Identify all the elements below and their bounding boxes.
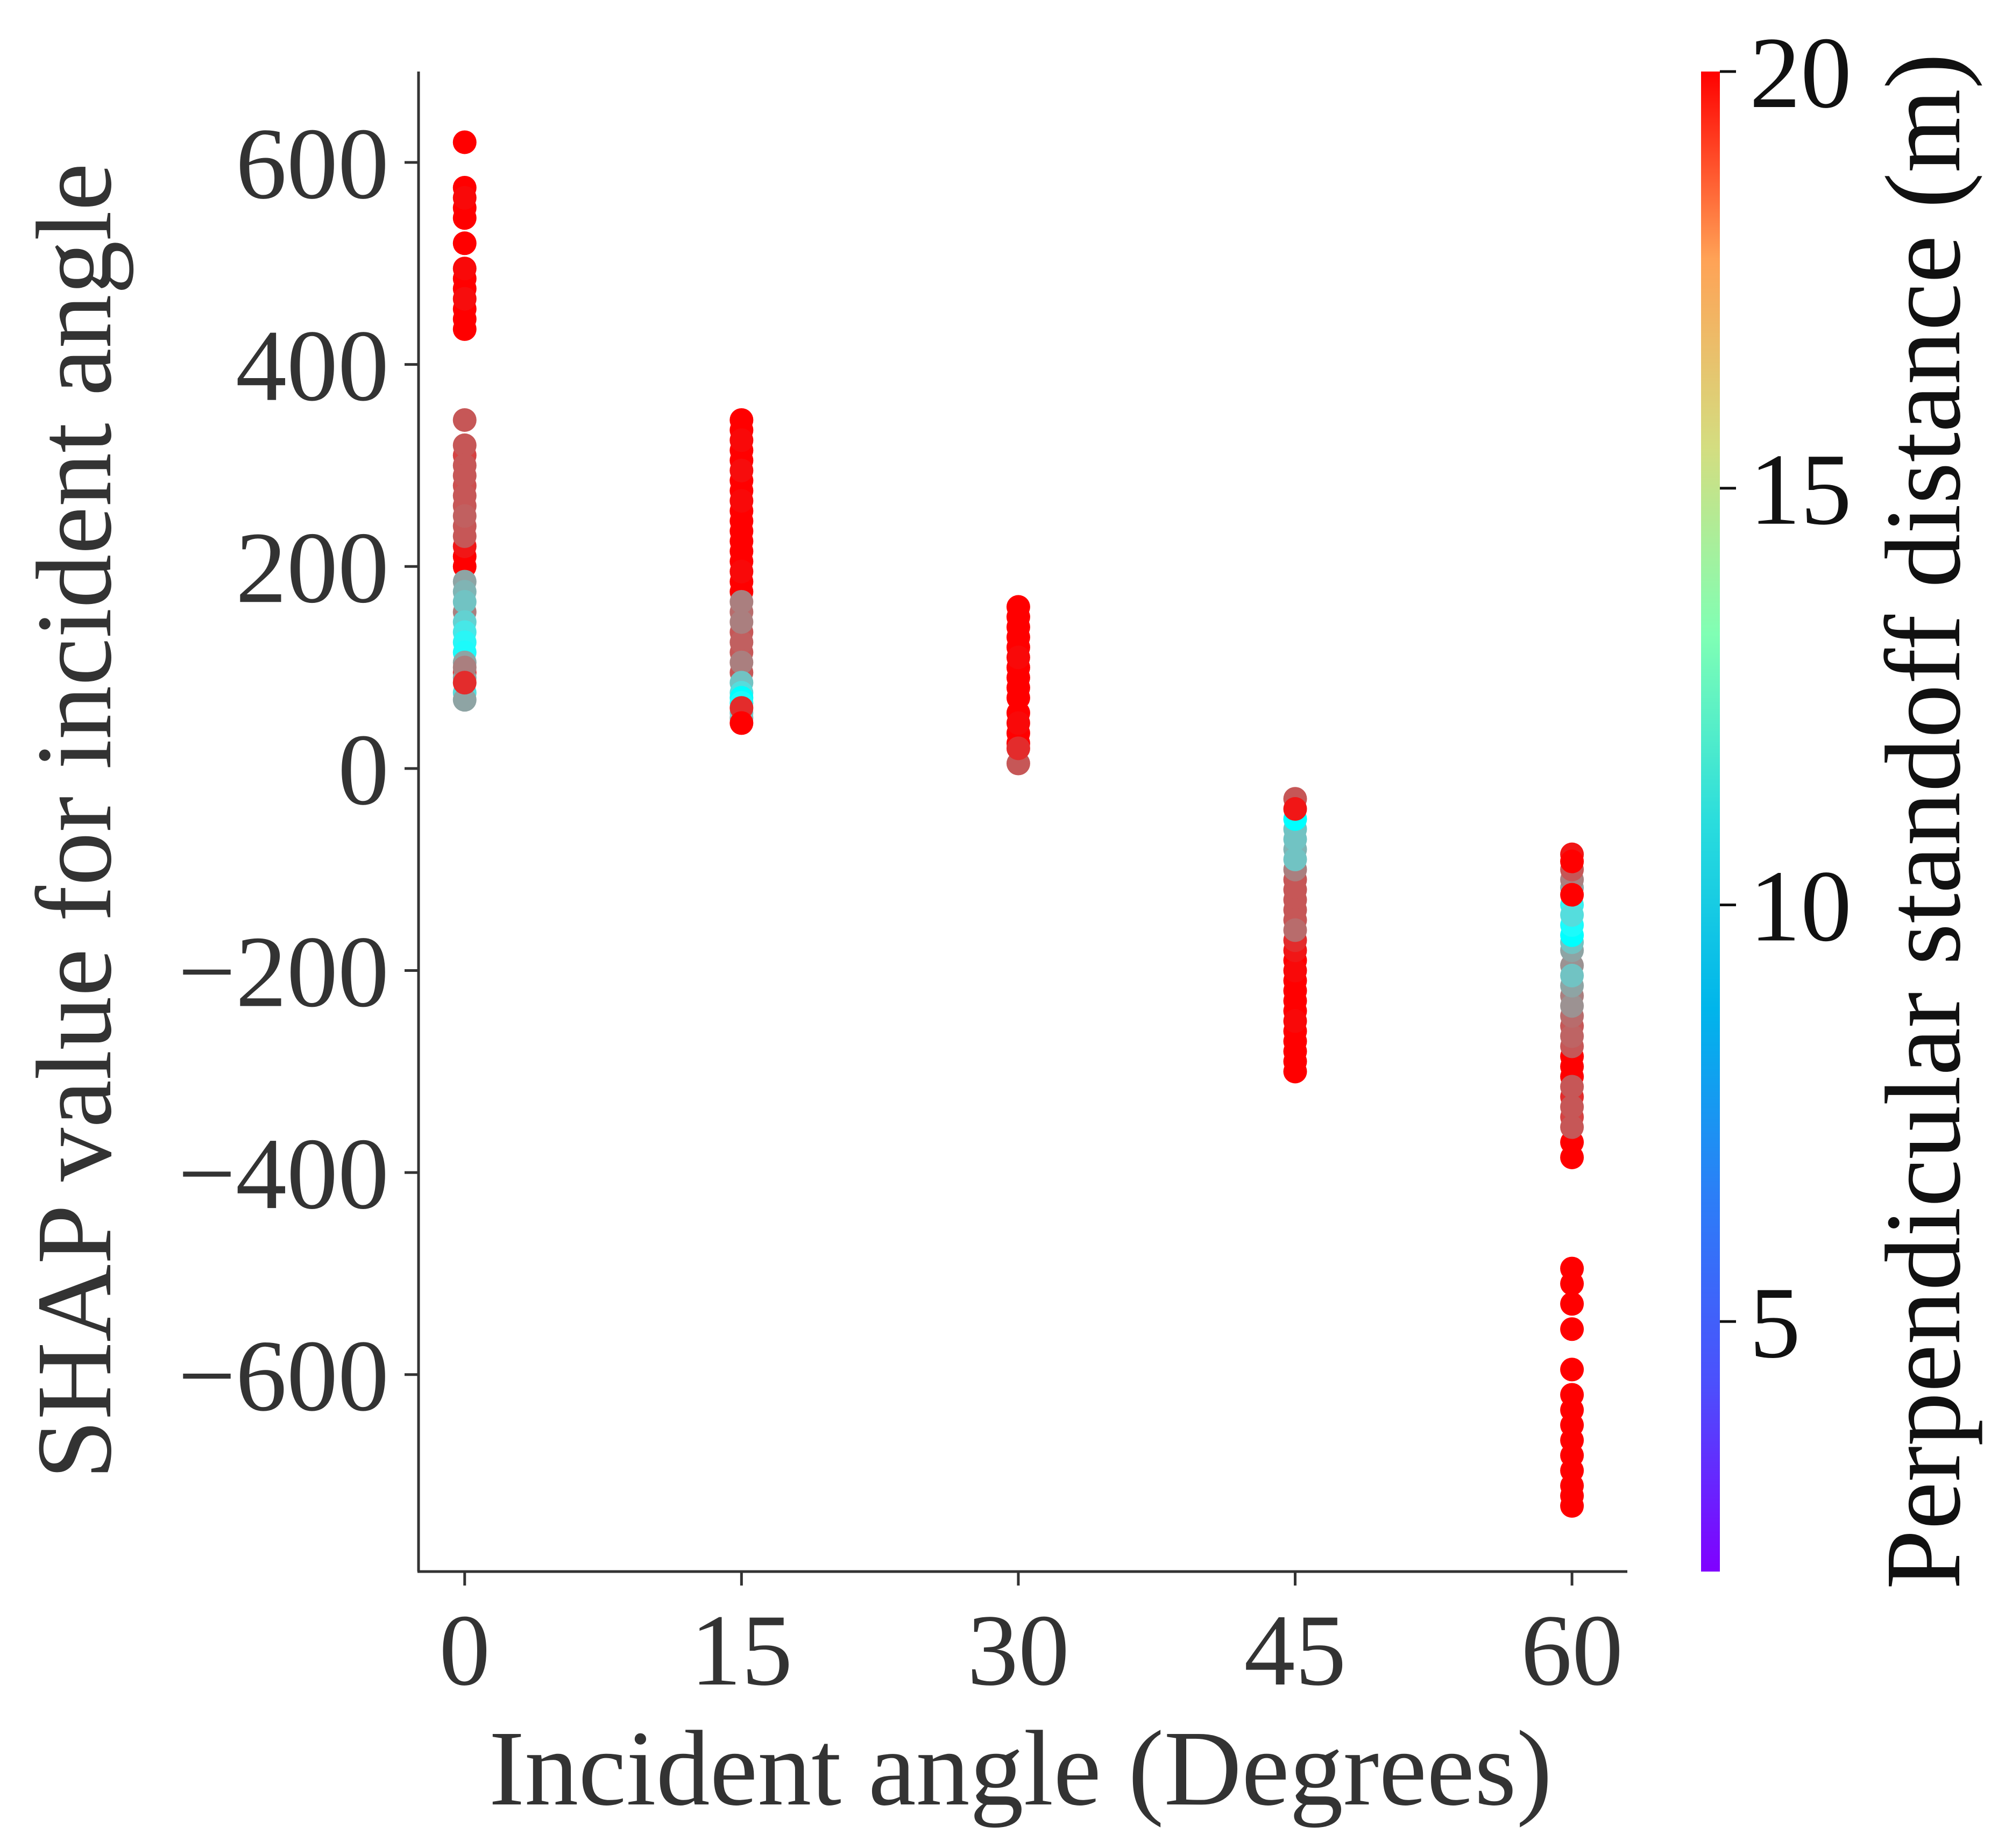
scatter-point [729, 458, 754, 482]
x-tick-label: 15 [690, 1594, 792, 1707]
scatter-point [452, 433, 477, 457]
y-tick-label: −400 [178, 1118, 389, 1231]
scatter-point [452, 590, 477, 614]
scatter-point [1283, 1060, 1307, 1084]
y-tick-label: 200 [236, 511, 389, 624]
scatter-point [1283, 847, 1307, 871]
x-tick-label: 45 [1244, 1594, 1347, 1707]
scatter-point [1560, 1095, 1584, 1119]
scatter-point [452, 257, 477, 281]
x-tick-label: 0 [439, 1594, 490, 1707]
scatter-point [1283, 1009, 1307, 1033]
scatter-point [1283, 958, 1307, 983]
scatter-point [452, 464, 477, 488]
scatter-point [1560, 883, 1584, 907]
x-axis-label: Incident angle (Degrees) [489, 1709, 1553, 1828]
scatter-point [452, 408, 477, 432]
scatter-point [452, 524, 477, 548]
scatter-point [729, 559, 754, 584]
y-tick-label: −200 [178, 916, 389, 1029]
scatter-point [1283, 827, 1307, 851]
colorbar-ticks: 5 10 15 20 [1720, 17, 1852, 1380]
y-tick-label: 400 [236, 310, 389, 423]
scatter-point [452, 688, 477, 712]
scatter-point [452, 130, 477, 154]
colorbar [1701, 72, 1720, 1572]
scatter-point [1560, 1145, 1584, 1169]
y-axis-label: SHAP value for incident angle [15, 163, 134, 1480]
colorbar-tick-label: 5 [1749, 1267, 1801, 1380]
x-axis-ticks: 0 15 30 45 60 [439, 1572, 1623, 1707]
y-tick-label: 600 [236, 108, 389, 221]
scatter-point [452, 287, 477, 311]
scatter-point [452, 206, 477, 230]
scatter-point [1560, 1271, 1584, 1296]
scatter-point [452, 671, 477, 695]
scatter-point [1560, 903, 1584, 927]
colorbar-tick-label: 20 [1749, 17, 1852, 130]
scatter-point [1283, 797, 1307, 821]
scatter-point [729, 590, 754, 614]
colorbar-tick-label: 10 [1749, 850, 1852, 963]
scatter-point [1560, 1357, 1584, 1382]
scatter-point [729, 428, 754, 452]
y-tick-label: −600 [178, 1320, 389, 1433]
scatter-point [1560, 1494, 1584, 1518]
scatter-point [1006, 645, 1030, 670]
scatter-point [729, 489, 754, 513]
scatter-point [1560, 1115, 1584, 1139]
scatter-point [1283, 918, 1307, 942]
y-tick-label: 0 [338, 714, 389, 827]
scatter-point [729, 610, 754, 634]
scatter-point [452, 504, 477, 528]
scatter-point [729, 650, 754, 674]
scatter-point [452, 231, 477, 255]
scatter-points [452, 130, 1584, 1518]
scatter-point [1006, 711, 1030, 735]
x-tick-label: 60 [1521, 1594, 1623, 1707]
scatter-point [1560, 1075, 1584, 1099]
scatter-point [452, 317, 477, 341]
scatter-point [1560, 963, 1584, 987]
scatter-point [729, 630, 754, 655]
scatter-point [1560, 1292, 1584, 1316]
scatter-point [452, 186, 477, 210]
scatter-point [1560, 1024, 1584, 1048]
y-axis-ticks: 600 400 200 0 −200 −400 −600 [178, 108, 419, 1433]
scatter-point [1006, 736, 1030, 760]
colorbar-label: Perpendicular standoff distance (m) [1864, 53, 1983, 1589]
colorbar-tick-label: 15 [1749, 433, 1852, 546]
scatter-point [729, 711, 754, 735]
scatter-point [1560, 1317, 1584, 1341]
scatter-point [1560, 994, 1584, 1018]
x-tick-label: 30 [967, 1594, 1069, 1707]
scatter-point [1560, 849, 1584, 873]
